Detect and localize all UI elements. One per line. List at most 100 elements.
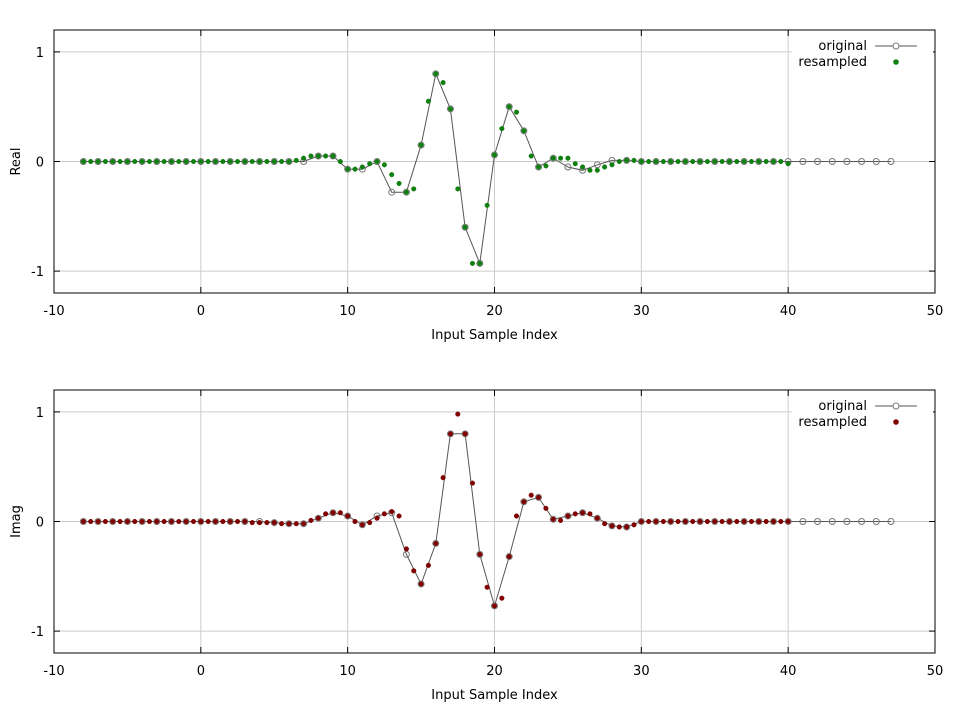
resampled-point: [323, 511, 329, 517]
original-point: [402, 188, 410, 196]
resampled-point: [205, 518, 211, 525]
resampled-point: [602, 164, 608, 170]
resampled-point: [102, 158, 108, 165]
resampled-point: [469, 480, 476, 486]
resampled-point: [257, 520, 263, 526]
original-point: [872, 158, 880, 165]
resampled-point: [80, 158, 86, 165]
original-point: [358, 521, 366, 529]
original-point: [241, 158, 249, 165]
resampled-point: [638, 518, 644, 525]
legend-label-resampled: resampled: [798, 55, 867, 70]
original-point: [637, 158, 645, 165]
x-tick-label: 10: [339, 304, 356, 319]
resampled-point: [653, 518, 659, 525]
resampled-point: [785, 518, 791, 525]
resampled-point: [337, 510, 343, 516]
x-tick-label: 20: [486, 664, 503, 679]
resampled-point: [653, 158, 659, 165]
resampled-point: [543, 505, 549, 511]
original-point: [769, 158, 777, 165]
resampled-point: [550, 516, 556, 522]
resampled-point: [337, 158, 343, 165]
resampled-point: [102, 518, 108, 525]
x-tick-label: 40: [780, 304, 797, 319]
original-point: [623, 523, 631, 531]
resampled-point: [315, 153, 321, 159]
resampled-point: [234, 518, 241, 525]
resampled-point: [146, 158, 152, 165]
resampled-point: [447, 431, 454, 437]
resampled-point: [756, 158, 762, 165]
original-point: [432, 70, 440, 78]
x-tick-label: 50: [927, 664, 944, 679]
resampled-point: [234, 158, 241, 165]
original-point: [138, 158, 146, 165]
resampled-point: [675, 158, 681, 165]
original-point: [564, 512, 572, 520]
y-tick-label: -1: [31, 265, 44, 280]
resampled-point: [543, 163, 549, 169]
original-point: [799, 158, 807, 165]
resampled-point: [624, 524, 630, 530]
original-point: [740, 158, 748, 165]
resampled-point: [638, 158, 644, 165]
series-line-original: [83, 72, 891, 266]
resampled-point: [433, 540, 439, 546]
resampled-point: [580, 164, 586, 170]
original-point: [814, 518, 822, 525]
resampled-point: [506, 554, 512, 560]
resampled-point: [367, 520, 373, 526]
resampled-point: [609, 162, 615, 168]
legend-marker-resampled: [893, 419, 899, 425]
original-point: [608, 522, 616, 530]
resampled-point: [359, 164, 365, 170]
original-point: [725, 158, 733, 165]
y-tick-label: 1: [36, 46, 44, 61]
original-point: [887, 158, 895, 165]
resampled-point: [242, 158, 248, 165]
resampled-point: [396, 513, 402, 519]
original-point: [167, 158, 175, 165]
resampled-point: [117, 518, 123, 525]
original-point: [182, 518, 190, 525]
original-point: [858, 518, 866, 525]
resampled-point: [778, 518, 784, 525]
resampled-point: [323, 153, 329, 159]
original-point: [388, 188, 396, 196]
resampled-point: [712, 158, 718, 165]
original-point: [153, 158, 161, 165]
resampled-point: [418, 142, 424, 148]
y-tick-label: 1: [36, 406, 44, 421]
original-point: [549, 154, 557, 162]
original-point: [476, 550, 484, 558]
original-point: [123, 518, 131, 525]
x-tick-label: 50: [927, 304, 944, 319]
resampled-point: [367, 161, 373, 167]
resampled-point: [286, 158, 292, 165]
resampled-point: [682, 158, 688, 165]
original-point: [123, 158, 131, 165]
resampled-point: [190, 158, 197, 165]
resampled-point: [345, 166, 351, 172]
resampled-point: [95, 518, 101, 525]
resampled-point: [88, 518, 94, 525]
original-point: [373, 158, 381, 165]
original-point: [491, 151, 498, 159]
x-axis-label: Input Sample Index: [431, 328, 558, 343]
resampled-point: [389, 509, 395, 515]
original-point: [256, 158, 264, 165]
resampled-point: [301, 521, 307, 527]
resampled-point: [756, 518, 762, 525]
resampled-point: [616, 158, 622, 165]
resampled-point: [609, 523, 615, 529]
resampled-point: [183, 518, 189, 525]
resampled-point: [381, 511, 387, 517]
original-point: [344, 165, 352, 173]
original-point: [593, 514, 601, 522]
resampled-point: [95, 158, 101, 165]
original-point: [270, 519, 278, 527]
original-point: [79, 518, 87, 525]
resampled-point: [734, 158, 740, 165]
